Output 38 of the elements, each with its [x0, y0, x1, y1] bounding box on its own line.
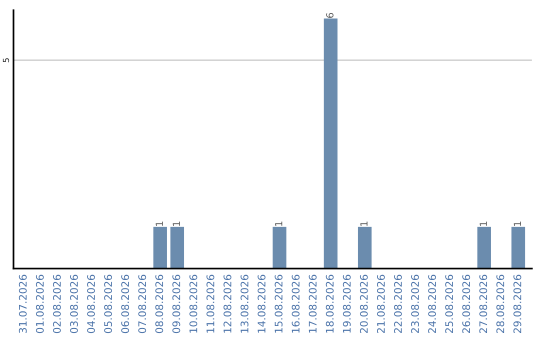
x-tick-label: 27.08.2026 [479, 274, 488, 334]
x-tick-label: 06.08.2026 [121, 274, 130, 334]
x-tick-label: 16.08.2026 [292, 274, 300, 333]
data-label: 1 [360, 222, 368, 226]
x-tick-label: 22.08.2026 [394, 274, 402, 334]
x-tick-label: 20.08.2026 [360, 274, 368, 334]
x-tick-label: 18.08.2026 [326, 274, 334, 333]
x-tick-label: 26.08.2026 [462, 274, 470, 334]
x-tick-label: 01.08.2026 [36, 274, 44, 334]
x-tick-label: 02.08.2026 [52, 274, 61, 334]
x-tick-label: 15.08.2026 [274, 274, 283, 333]
x-tick-label: 23.08.2026 [411, 274, 419, 334]
x-tick-label: 14.08.2026 [258, 274, 266, 333]
x-tick-label: 07.08.2026 [138, 274, 146, 334]
data-label: 6 [326, 12, 334, 18]
x-tick-label: 19.08.2026 [342, 274, 351, 333]
x-tick-label: 12.08.2026 [224, 274, 232, 333]
x-tick-label: 31.07.2026 [18, 274, 27, 334]
data-label: 1 [156, 222, 163, 226]
x-tick-label: 29.08.2026 [513, 274, 522, 334]
y-tick-label: 5 [2, 58, 10, 62]
x-tick-label: 09.08.2026 [172, 274, 180, 334]
x-tick-label: 10.08.2026 [189, 274, 198, 333]
data-label: 1 [480, 222, 487, 226]
x-tick-label: 05.08.2026 [104, 274, 112, 334]
data-label: 1 [514, 222, 521, 226]
x-tick-label: 21.08.2026 [376, 274, 385, 334]
data-label: 1 [275, 222, 282, 226]
x-tick-label: 25.08.2026 [445, 274, 454, 334]
x-tick-label: 11.08.2026 [206, 274, 214, 333]
x-tick-label: 13.08.2026 [240, 274, 248, 333]
x-tick-label: 24.08.2026 [428, 274, 436, 334]
x-tick-label: 03.08.2026 [70, 274, 78, 334]
x-tick-label: 08.08.2026 [155, 274, 164, 334]
x-tick-label: 17.08.2026 [308, 274, 317, 333]
x-tick-label: 04.08.2026 [87, 274, 95, 334]
data-label: 1 [172, 222, 180, 226]
x-tick-label: 28.08.2026 [496, 274, 504, 334]
